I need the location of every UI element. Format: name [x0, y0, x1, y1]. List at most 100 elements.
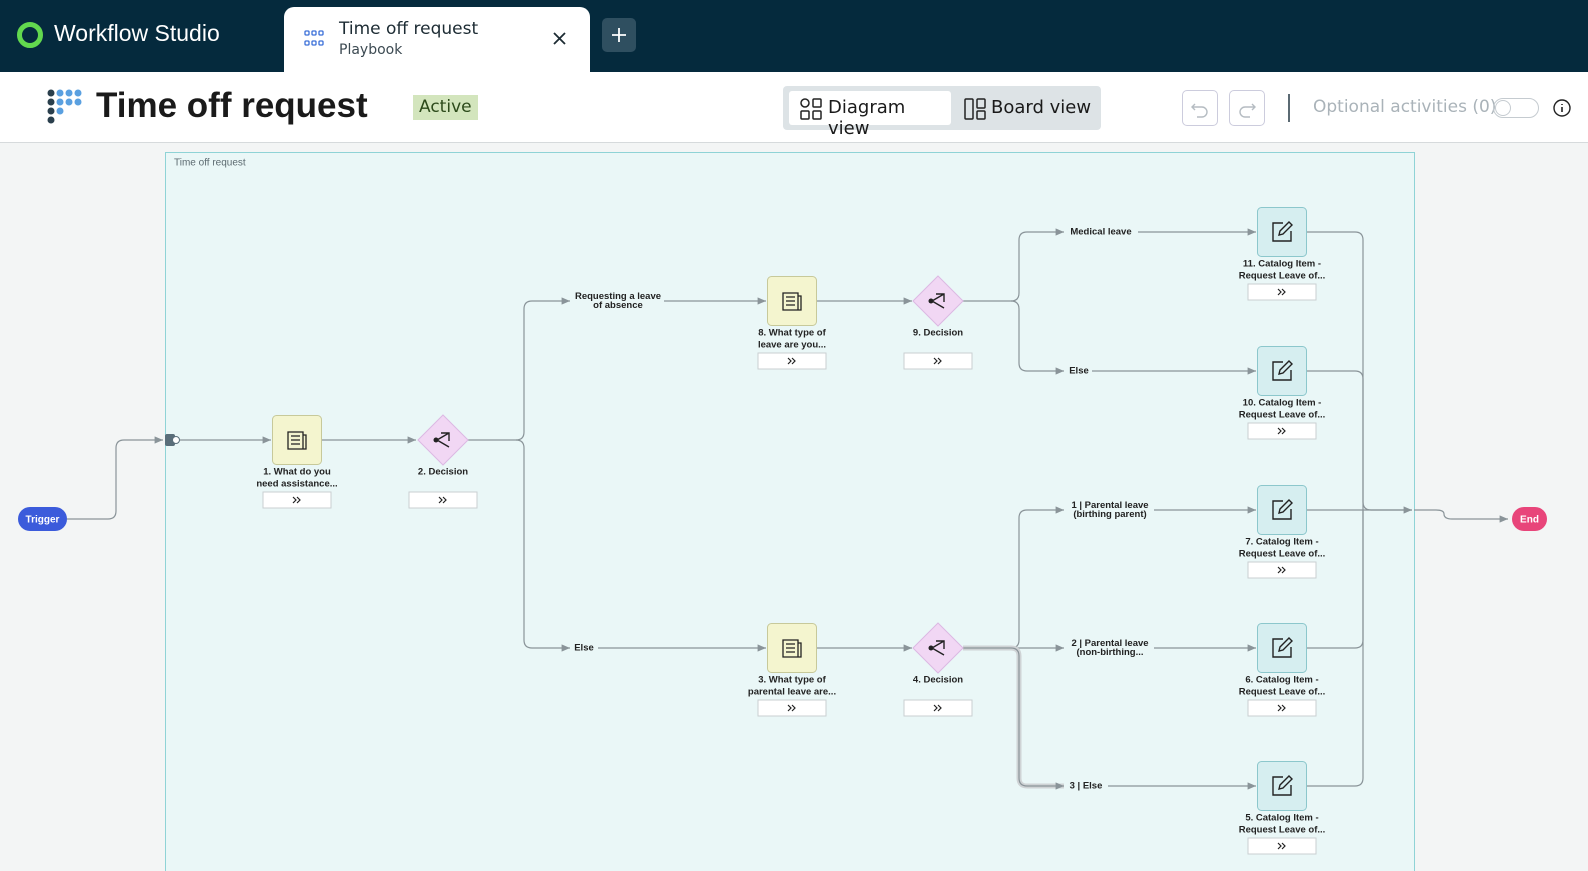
trigger-node[interactable]	[18, 507, 67, 531]
expand-chevron	[1277, 842, 1286, 850]
activity-node[interactable]: 7. Catalog Item -Request Leave of...	[1239, 485, 1326, 579]
diagram-view-label: Diagram view	[828, 97, 906, 139]
edge	[963, 228, 1064, 302]
top-bar: Workflow Studio Time off request Playboo…	[0, 0, 1588, 72]
branch-label: (non-birthing...	[1076, 647, 1143, 658]
edge	[1307, 370, 1364, 510]
branch-label: Requesting a leave	[575, 291, 661, 302]
board-view-button[interactable]: Board view	[955, 91, 1095, 125]
activity-node[interactable]: 4. Decision	[903, 622, 973, 717]
branch-label: Else	[1069, 366, 1089, 377]
form-icon	[782, 292, 802, 311]
node-label: 1. What do you	[263, 467, 331, 478]
catalog-shape	[1257, 207, 1307, 257]
optional-activities: Optional activities (0)	[1313, 97, 1497, 117]
tab[interactable]: Time off request Playbook	[284, 7, 590, 72]
trigger-label: Trigger	[26, 515, 60, 526]
expand-box[interactable]	[1247, 561, 1317, 579]
expand-chevron	[933, 357, 942, 365]
activity-node[interactable]: 10. Catalog Item -Request Leave of...	[1239, 346, 1326, 440]
decision-shape	[912, 275, 964, 327]
decision-dot	[433, 437, 439, 443]
optional-toggle[interactable]	[1493, 98, 1539, 118]
node-label: need assistance...	[256, 479, 337, 490]
expand-chevron	[292, 496, 301, 504]
decision-icon	[436, 432, 450, 448]
decision-shape	[912, 622, 964, 674]
decision-dot	[928, 645, 934, 651]
node-label: leave are you...	[758, 340, 826, 351]
catalog-shape	[1257, 485, 1307, 535]
branch-label: 3 | Else	[1070, 781, 1103, 792]
branch-label: (birthing parent)	[1073, 509, 1146, 520]
catalog-shape	[1257, 761, 1307, 811]
branch-label: Else	[574, 643, 594, 654]
expand-box[interactable]	[903, 699, 973, 717]
tab-close[interactable]	[552, 31, 568, 47]
edges	[67, 228, 1508, 790]
expand-chevron	[933, 704, 942, 712]
new-tab-button[interactable]	[602, 18, 636, 52]
expand-box[interactable]	[1247, 699, 1317, 717]
expand-box[interactable]	[1247, 422, 1317, 440]
redo-button[interactable]	[1229, 90, 1265, 126]
decision-icon	[931, 640, 945, 656]
edge	[1414, 509, 1508, 523]
expand-chevron	[438, 496, 447, 504]
edge	[963, 647, 1064, 790]
info-icon[interactable]	[1552, 98, 1572, 118]
node-label: 7. Catalog Item -	[1245, 537, 1318, 548]
node-label: 3. What type of	[758, 675, 826, 686]
end-node[interactable]	[1512, 507, 1547, 531]
activity-node[interactable]: 9. Decision	[903, 275, 973, 370]
expand-chevron	[787, 704, 796, 712]
node-label: 10. Catalog Item -	[1243, 398, 1322, 409]
diagram-icon	[800, 98, 822, 120]
expand-chevron	[787, 357, 796, 365]
branch-label: of absence	[593, 300, 643, 311]
form-icon	[782, 639, 802, 658]
activity-node[interactable]: 11. Catalog Item -Request Leave of...	[1239, 207, 1326, 301]
undo-button[interactable]	[1182, 90, 1218, 126]
board-view-label: Board view	[991, 97, 1092, 118]
activity-node[interactable]: 5. Catalog Item -Request Leave of...	[1239, 761, 1326, 855]
toggle-knob	[1495, 100, 1511, 116]
diagram-canvas: Time off request Trigger End 1. What do …	[18, 152, 1547, 871]
expand-box[interactable]	[1247, 837, 1317, 855]
redo-icon	[1239, 103, 1256, 118]
undo-icon	[1191, 103, 1208, 118]
node-label: 2. Decision	[418, 467, 468, 478]
expand-box[interactable]	[1247, 283, 1317, 301]
node-label: 8. What type of	[758, 328, 826, 339]
board-icon	[964, 98, 986, 120]
diagram-view-button[interactable]: Diagram view	[789, 91, 951, 139]
branch-label: Medical leave	[1070, 227, 1131, 238]
app-logo	[17, 22, 43, 48]
node-label: Request Leave of...	[1239, 825, 1326, 836]
catalog-icon	[1272, 637, 1293, 658]
catalog-shape	[1257, 346, 1307, 396]
expand-box[interactable]	[757, 352, 827, 370]
app-name: Workflow Studio	[54, 20, 220, 46]
expand-box[interactable]	[903, 352, 973, 370]
node-label: Request Leave of...	[1239, 687, 1326, 698]
plus-icon	[612, 28, 626, 42]
expand-box[interactable]	[757, 699, 827, 717]
group-entry	[165, 434, 175, 446]
node-label: 5. Catalog Item -	[1245, 813, 1318, 824]
expand-box[interactable]	[408, 491, 478, 509]
activity-node[interactable]: 2. Decision	[408, 414, 478, 509]
catalog-shape	[1257, 623, 1307, 673]
node-label: 9. Decision	[913, 328, 963, 339]
expand-chevron	[1277, 427, 1286, 435]
branch-label: 2 | Parental leave	[1071, 638, 1148, 649]
node-label: Request Leave of...	[1239, 410, 1326, 421]
expand-chevron	[1277, 566, 1286, 574]
expand-box[interactable]	[262, 491, 332, 509]
activity-node[interactable]: 6. Catalog Item -Request Leave of...	[1239, 623, 1326, 717]
